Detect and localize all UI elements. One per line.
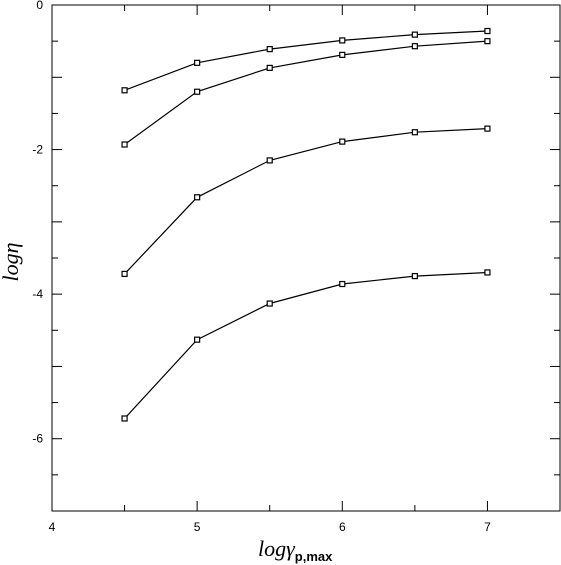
data-point — [411, 129, 418, 136]
y-axis-title: logη — [0, 242, 23, 281]
ticks — [51, 4, 561, 512]
data-point — [484, 269, 491, 276]
plot-frame — [51, 4, 561, 512]
series-line — [124, 40, 488, 145]
y-tick-label: -2 — [32, 143, 43, 157]
data-point — [484, 27, 491, 35]
data-point — [266, 45, 273, 53]
data-point — [484, 125, 491, 132]
x-axis-title-sub: p,max — [295, 549, 333, 564]
data-point — [194, 336, 201, 343]
y-tick-label: -6 — [32, 432, 43, 446]
series-2 — [121, 38, 491, 148]
data-point — [484, 38, 491, 45]
data-point — [194, 88, 201, 95]
data-point — [194, 59, 201, 66]
data-point — [339, 280, 346, 288]
data-point — [194, 194, 201, 201]
data-point — [339, 51, 346, 58]
data-point — [339, 37, 346, 44]
series-3 — [121, 125, 491, 278]
series-line — [124, 271, 488, 419]
x-axis-title-main: logγ — [258, 536, 296, 561]
x-axis-title: logγp,max — [258, 536, 333, 564]
data-point — [266, 157, 273, 164]
data-point — [266, 64, 273, 71]
y-tick-labels: 0 -2 -4 -6 — [32, 0, 43, 446]
data-point — [411, 43, 418, 50]
series-1 — [121, 27, 491, 94]
x-tick-label: 6 — [339, 520, 346, 534]
series-line — [124, 30, 488, 91]
x-tick-label: 5 — [194, 520, 201, 534]
data-point — [411, 272, 418, 280]
y-tick-label: -4 — [32, 287, 43, 301]
x-tick-labels: 4 5 6 7 — [49, 520, 491, 534]
data-point — [121, 270, 128, 278]
data-point — [121, 87, 128, 94]
series-layer — [121, 27, 491, 422]
y-tick-label: 0 — [36, 0, 43, 12]
data-point — [121, 141, 128, 148]
x-tick-label: 4 — [49, 520, 56, 534]
data-point — [411, 31, 418, 38]
series-4 — [121, 269, 491, 422]
data-point — [121, 415, 128, 422]
x-tick-label: 7 — [484, 520, 491, 534]
series-line — [124, 128, 488, 275]
data-point — [339, 138, 346, 145]
data-point — [266, 300, 273, 307]
